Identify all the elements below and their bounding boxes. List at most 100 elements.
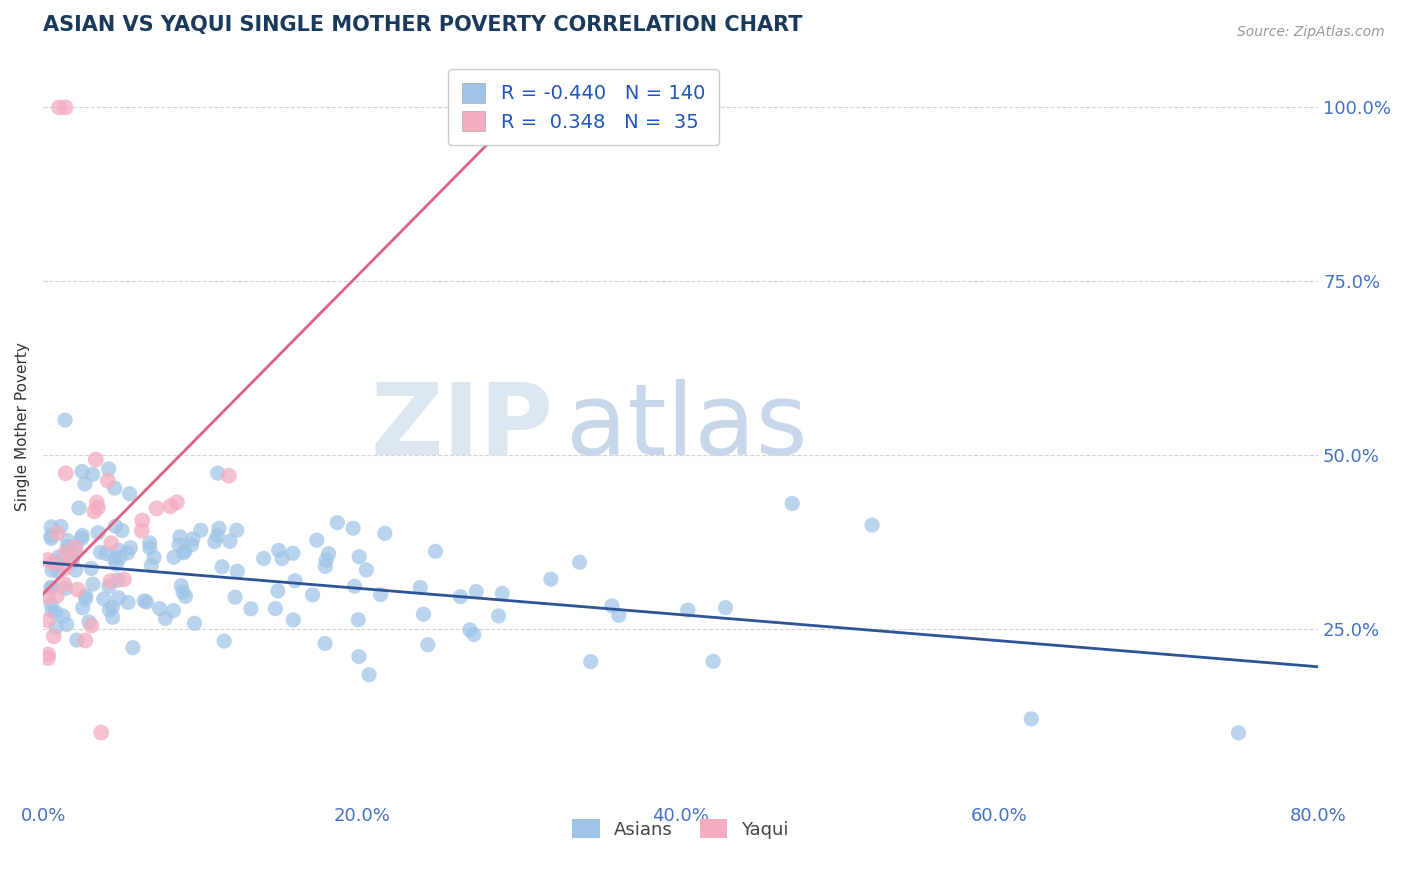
Point	[173, 546, 195, 560]
Point	[93, 591, 115, 606]
Point	[104, 519, 127, 533]
Point	[56, 533, 79, 548]
Point	[41, 604, 63, 618]
Point	[75, 591, 97, 606]
Point	[714, 600, 737, 615]
Point	[458, 623, 481, 637]
Point	[207, 528, 229, 542]
Point	[39, 532, 62, 546]
Point	[49, 519, 72, 533]
Point	[357, 667, 380, 681]
Point	[141, 558, 163, 573]
Point	[107, 573, 129, 587]
Point	[39, 581, 62, 595]
Point	[84, 452, 107, 467]
Point	[112, 573, 135, 587]
Point	[37, 651, 59, 665]
Point	[181, 532, 204, 546]
Point	[166, 495, 188, 509]
Point	[173, 544, 195, 558]
Point	[314, 636, 336, 650]
Point	[219, 534, 242, 549]
Point	[315, 553, 337, 567]
Point	[212, 634, 235, 648]
Point	[72, 528, 94, 542]
Point	[162, 604, 184, 618]
Text: ZIP: ZIP	[370, 378, 553, 475]
Point	[44, 555, 66, 569]
Point	[607, 608, 630, 623]
Point	[318, 547, 340, 561]
Point	[37, 614, 59, 628]
Point	[218, 468, 240, 483]
Point	[46, 557, 69, 571]
Point	[48, 550, 70, 565]
Point	[305, 533, 328, 548]
Point	[108, 550, 131, 565]
Point	[82, 577, 104, 591]
Point	[149, 601, 172, 615]
Point	[347, 613, 370, 627]
Point	[41, 563, 63, 577]
Point	[370, 588, 392, 602]
Point	[139, 541, 162, 555]
Point	[143, 550, 166, 565]
Point	[55, 467, 77, 481]
Point	[131, 513, 153, 527]
Point	[86, 495, 108, 509]
Point	[55, 100, 77, 114]
Point	[271, 551, 294, 566]
Point	[117, 546, 139, 560]
Point	[118, 487, 141, 501]
Point	[65, 542, 87, 557]
Point	[122, 640, 145, 655]
Point	[226, 564, 249, 578]
Point	[374, 526, 396, 541]
Point	[82, 467, 104, 482]
Point	[540, 572, 562, 586]
Point	[579, 655, 602, 669]
Point	[80, 618, 103, 632]
Point	[107, 591, 129, 605]
Point	[65, 563, 87, 577]
Point	[67, 501, 90, 516]
Point	[702, 654, 724, 668]
Point	[450, 590, 472, 604]
Text: atlas: atlas	[567, 378, 807, 475]
Point	[39, 581, 62, 595]
Point	[60, 554, 83, 568]
Point	[70, 531, 93, 545]
Point	[170, 579, 193, 593]
Point	[70, 465, 93, 479]
Point	[101, 600, 124, 615]
Point	[100, 536, 122, 550]
Point	[239, 601, 262, 615]
Point	[80, 561, 103, 575]
Point	[39, 520, 62, 534]
Point	[207, 466, 229, 480]
Point	[45, 605, 67, 619]
Point	[267, 583, 290, 598]
Point	[491, 586, 513, 600]
Point	[183, 616, 205, 631]
Point	[75, 633, 97, 648]
Point	[159, 500, 181, 514]
Point	[163, 550, 186, 565]
Point	[409, 581, 432, 595]
Point	[465, 584, 488, 599]
Point	[104, 481, 127, 495]
Point	[174, 590, 197, 604]
Point	[37, 553, 59, 567]
Point	[60, 552, 83, 566]
Point	[66, 633, 89, 648]
Point	[412, 607, 434, 622]
Legend: Asians, Yaqui: Asians, Yaqui	[565, 812, 796, 846]
Point	[53, 413, 76, 427]
Point	[46, 565, 69, 579]
Point	[73, 477, 96, 491]
Point	[284, 574, 307, 588]
Point	[96, 547, 118, 561]
Point	[463, 627, 485, 641]
Point	[52, 609, 75, 624]
Y-axis label: Single Mother Poverty: Single Mother Poverty	[15, 343, 30, 511]
